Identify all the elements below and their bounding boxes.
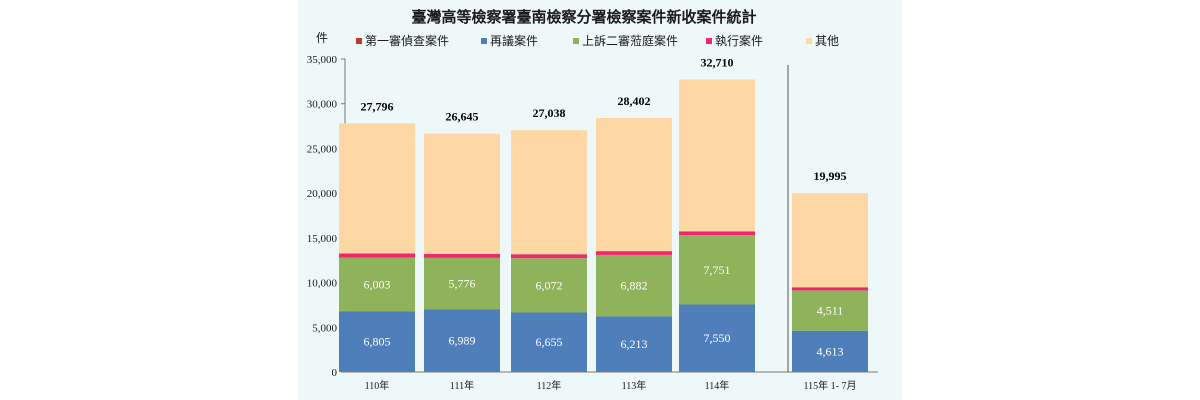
y-tick-label: 25,000 [307, 143, 338, 155]
bar-segment-label: 6,072 [536, 278, 563, 292]
bar-segment [339, 253, 415, 258]
legend-swatch [573, 38, 579, 44]
bar-segment-label: 4,613 [817, 344, 844, 358]
bar-segment [424, 133, 500, 254]
legend-label: 執行案件 [715, 33, 763, 48]
legend-swatch [706, 38, 712, 44]
bars: 6,805 6,003 27,796 6,989 5,776 26,645 6,655 6,0… [339, 55, 868, 372]
bar-segment [424, 309, 500, 372]
bar-segment-label: 5,776 [449, 277, 476, 291]
bar-segment [339, 257, 415, 312]
legend-label: 上訴二審蒞庭案件 [582, 33, 678, 48]
chart-svg: 臺灣高等檢察署臺南檢察分署檢察案件新收案件統計 件 第一審偵查案件 再議案件 上訴二… [307, 8, 878, 392]
bar-segment [792, 287, 868, 291]
y-axis: 0 5,000 10,000 15,000 20,000 25,000 30,000 35,0… [307, 54, 346, 379]
bar-stack: 4,613 4,511 19,995 [792, 169, 868, 372]
legend-swatch [481, 38, 487, 44]
bar-segment [679, 304, 755, 372]
bar-segment-label: 7,751 [704, 263, 731, 277]
bar-segment [511, 312, 587, 372]
bar-segment-label: 6,882 [621, 279, 648, 293]
x-tick-label: 113年 [622, 379, 647, 392]
y-tick-label: 0 [332, 367, 338, 379]
bar-segment [679, 79, 755, 232]
y-tick-label: 10,000 [307, 278, 338, 290]
chart-panel: 臺灣高等檢察署臺南檢察分署檢察案件新收案件統計 件 第一審偵查案件 再議案件 上訴二… [298, 0, 902, 400]
bar-segment-label: 6,655 [536, 335, 563, 349]
bar-segment [511, 258, 587, 313]
bar-stack: 6,655 6,072 27,038 [511, 106, 587, 372]
legend-label: 再議案件 [490, 33, 538, 48]
bar-segment-label: 6,805 [364, 335, 391, 349]
y-tick-label: 15,000 [307, 233, 338, 245]
y-tick-label: 20,000 [307, 188, 338, 200]
x-tick-label: 111年 [450, 379, 474, 392]
legend-swatch [356, 38, 362, 44]
bar-total-label: 27,038 [533, 106, 566, 120]
bar-stack: 6,989 5,776 26,645 [424, 110, 500, 372]
bar-segment [679, 235, 755, 305]
bar-segment-label: 6,213 [621, 337, 648, 351]
bar-segment [339, 311, 415, 372]
bar-segment [792, 330, 868, 372]
bar-total-label: 28,402 [618, 94, 651, 108]
bar-total-label: 32,710 [701, 55, 734, 69]
bar-segment [596, 251, 672, 255]
x-axis: 110年 111年 112年 113年 114年 115年 1- 7月 [345, 65, 878, 392]
bar-segment-label: 6,989 [449, 334, 476, 348]
bar-segment [511, 130, 587, 255]
bar-segment [792, 290, 868, 331]
bar-segment [596, 118, 672, 252]
y-tick-label: 35,000 [307, 54, 338, 66]
x-tick-label: 114年 [705, 379, 730, 392]
legend-label: 第一審偵查案件 [365, 33, 449, 48]
bar-segment [339, 123, 415, 254]
bar-segment [596, 316, 672, 372]
bar-segment-label: 7,550 [704, 331, 731, 345]
bar-segment [511, 254, 587, 259]
bar-segment [596, 254, 672, 317]
legend-label: 其他 [815, 34, 839, 48]
x-tick-label: 115年 1- 7月 [804, 379, 857, 392]
bar-total-label: 26,645 [446, 110, 479, 124]
chart-title: 臺灣高等檢察署臺南檢察分署檢察案件新收案件統計 [411, 8, 756, 26]
legend: 第一審偵查案件 再議案件 上訴二審蒞庭案件 執行案件 其他 [356, 33, 839, 48]
bar-segment [792, 193, 868, 288]
y-tick-label: 5,000 [312, 322, 337, 334]
bar-total-label: 27,796 [361, 99, 394, 113]
bar-segment [424, 253, 500, 258]
x-tick-label: 112年 [537, 379, 562, 392]
bar-segment [424, 257, 500, 310]
bar-stack: 7,550 7,751 32,710 [679, 55, 755, 372]
bar-stack: 6,805 6,003 27,796 [339, 99, 415, 372]
bar-segment-label: 6,003 [364, 277, 391, 291]
bar-segment [679, 231, 755, 236]
y-axis-unit-label: 件 [316, 31, 328, 45]
legend-swatch [806, 38, 812, 44]
bar-segment-label: 4,511 [817, 304, 844, 318]
bar-stack: 6,213 6,882 28,402 [596, 94, 672, 372]
bar-total-label: 19,995 [814, 169, 847, 183]
y-tick-label: 30,000 [307, 99, 338, 111]
x-tick-label: 110年 [365, 379, 390, 392]
